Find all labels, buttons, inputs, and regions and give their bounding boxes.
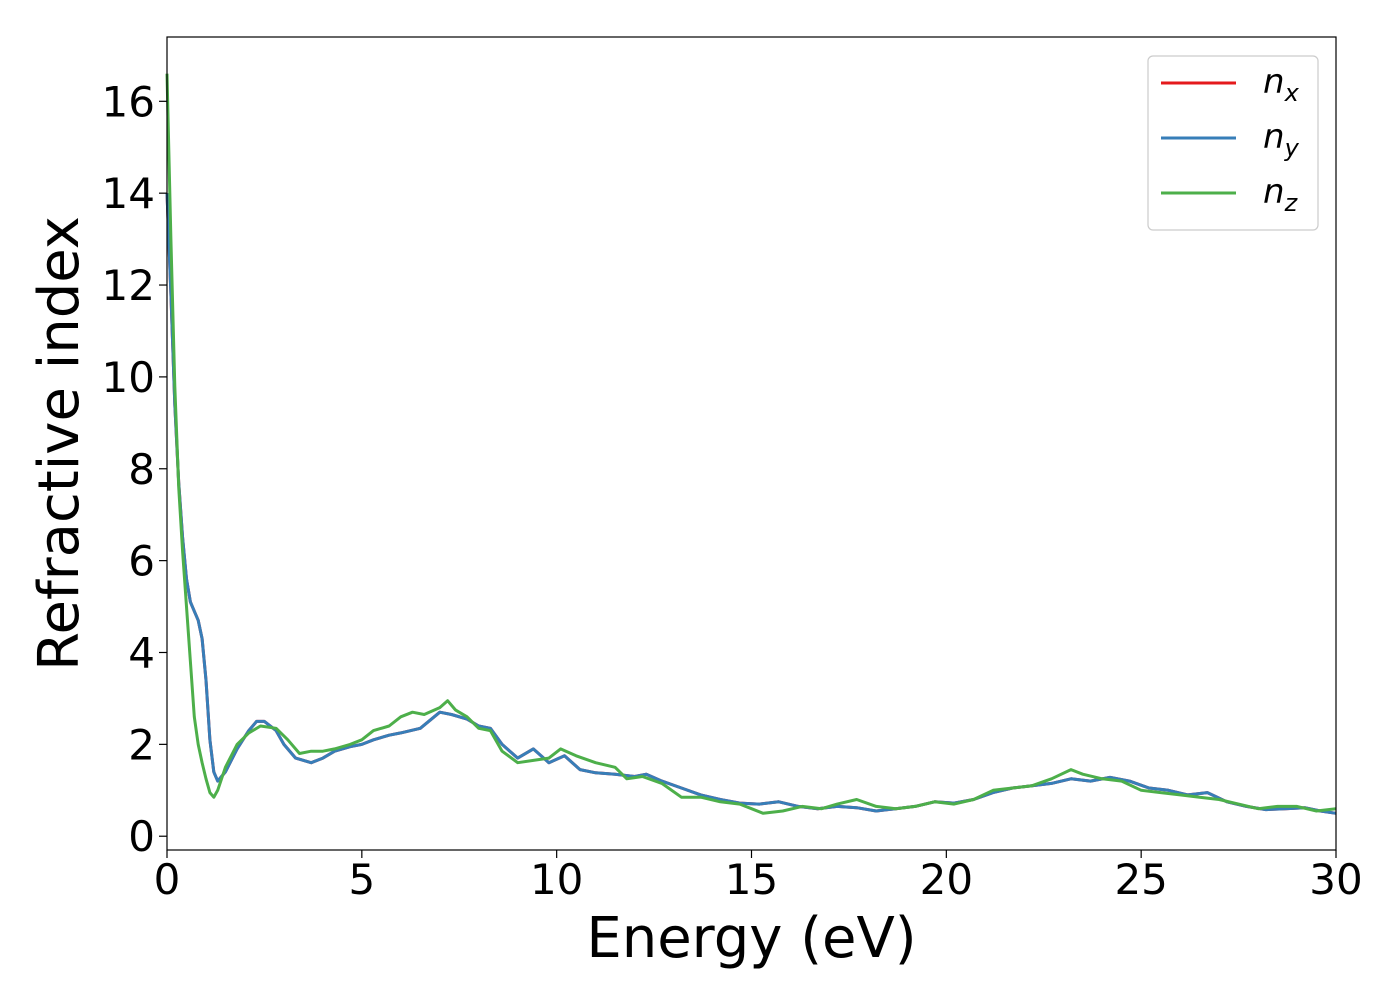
x-axis-ticks: 0 5 10 15 20 25 30 — [154, 850, 1363, 904]
legend-box — [1147, 55, 1319, 231]
x-tick-label: 15 — [725, 855, 778, 904]
y-tick-label: 10 — [102, 353, 155, 402]
legend-label-nz: nz — [1263, 172, 1299, 217]
legend-label-base: n — [1263, 62, 1285, 102]
series-line-nz — [165, 73, 1337, 815]
y-tick-label: 4 — [128, 628, 155, 677]
y-tick-label: 0 — [128, 812, 155, 861]
legend-label-nx: nx — [1263, 62, 1300, 107]
plot-lines — [165, 73, 1337, 815]
legend-label-ny: ny — [1263, 117, 1300, 162]
y-tick-label: 2 — [128, 720, 155, 769]
legend-label-subscript: x — [1284, 79, 1300, 107]
legend-label-base: n — [1263, 172, 1285, 212]
x-tick-label: 25 — [1114, 855, 1167, 904]
y-tick-label: 12 — [102, 261, 155, 310]
x-tick-label: 30 — [1309, 855, 1362, 904]
x-tick-label: 10 — [530, 855, 583, 904]
series-line-nx — [165, 193, 1337, 815]
x-tick-label: 0 — [154, 855, 181, 904]
series-line-ny — [165, 193, 1337, 815]
x-tick-label: 5 — [348, 855, 375, 904]
legend-label-subscript: y — [1284, 134, 1300, 162]
y-tick-label: 6 — [128, 537, 155, 586]
y-tick-label: 16 — [102, 77, 155, 126]
y-tick-label: 8 — [128, 445, 155, 494]
y-axis-ticks: 0 2 4 6 8 10 12 14 16 — [102, 77, 167, 861]
legend-label-base: n — [1263, 117, 1285, 157]
x-tick-label: 20 — [920, 855, 973, 904]
y-axis-label: Refractive index — [27, 216, 92, 671]
x-axis-label: Energy (eV) — [586, 906, 916, 971]
legend-label-subscript: z — [1284, 189, 1299, 217]
y-tick-label: 14 — [102, 169, 155, 218]
